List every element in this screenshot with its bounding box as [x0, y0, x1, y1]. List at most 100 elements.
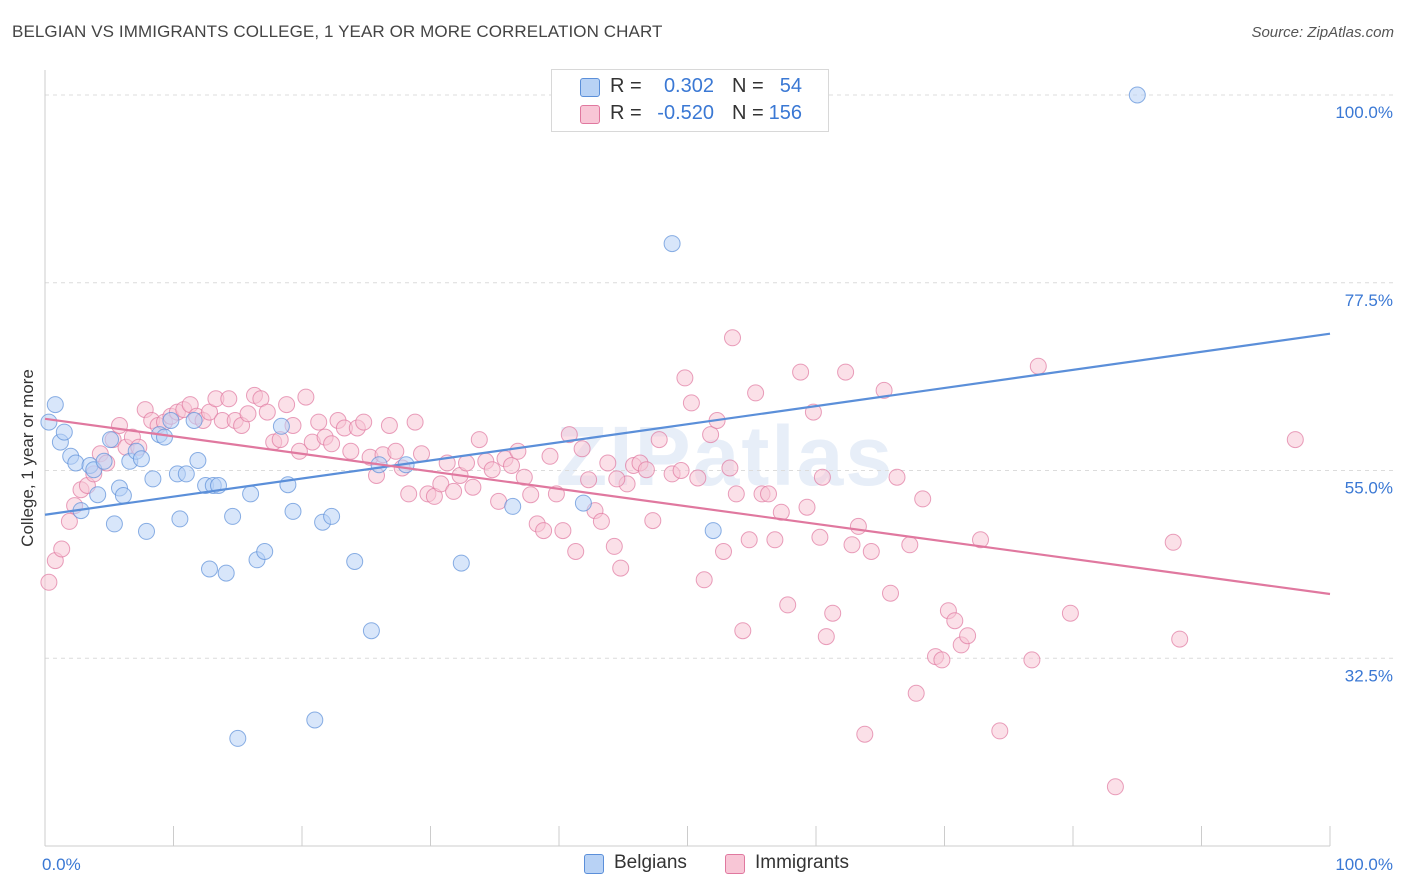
belgians-point	[144, 470, 162, 488]
immigrants-point	[888, 468, 906, 486]
immigrants-point	[355, 413, 373, 431]
immigrants-point	[541, 447, 559, 465]
belgians-point	[504, 497, 522, 515]
immigrants-point	[702, 426, 720, 444]
immigrants-point	[535, 522, 553, 540]
immigrants-point	[1171, 630, 1189, 648]
immigrants-point	[760, 485, 777, 503]
y-tick-label: 32.5%	[1345, 666, 1393, 685]
immigrants-point	[682, 394, 700, 412]
belgians-point	[452, 554, 470, 572]
immigrants-point	[111, 417, 128, 434]
legend-row-belgians: R = 0.302 N = 54	[552, 75, 828, 99]
belgians-point	[171, 510, 189, 528]
immigrants-point	[747, 384, 765, 402]
immigrants-point	[406, 413, 424, 431]
belgians-point	[1128, 86, 1146, 104]
chart-title: BELGIAN VS IMMIGRANTS COLLEGE, 1 YEAR OR…	[12, 22, 663, 41]
belgians-point	[704, 522, 722, 540]
immigrants-point	[724, 329, 741, 347]
belgians-point	[242, 485, 260, 503]
correlation-legend: R = 0.302 N = 54 R = -0.520 N = 156	[551, 69, 829, 132]
belgians-point	[95, 452, 113, 470]
immigrants-point	[605, 537, 623, 555]
immigrants-point	[60, 512, 78, 530]
immigrants-point	[792, 363, 810, 381]
immigrants-point	[567, 543, 585, 560]
immigrants-point	[637, 461, 655, 479]
immigrants-point	[689, 469, 707, 487]
immigrants-point	[933, 651, 951, 669]
belgians-point	[323, 507, 341, 525]
belgians-point	[89, 486, 107, 504]
immigrants-point	[297, 388, 315, 406]
axes	[44, 70, 1331, 847]
belgians-legend-swatch	[584, 854, 604, 874]
immigrants-point	[862, 543, 880, 560]
immigrants-point	[612, 559, 630, 577]
immigrants-point	[672, 462, 690, 479]
immigrants-points	[40, 329, 1304, 796]
r-value: -0.520	[657, 102, 714, 124]
immigrants-point	[849, 517, 867, 535]
immigrants-point	[560, 426, 578, 444]
belgians-point	[67, 454, 85, 472]
immigrants-point	[592, 512, 610, 530]
tick-labels: 100.0% 77.5% 55.0% 32.5% 0.0% 100.0%	[42, 103, 1393, 874]
immigrants-point	[40, 573, 58, 591]
immigrants-point	[779, 596, 797, 614]
immigrants-point	[843, 536, 861, 554]
belgians-point	[102, 431, 119, 449]
belgians-point	[162, 412, 180, 429]
x-tick-label: 100.0%	[1335, 855, 1393, 874]
immigrants-point	[464, 478, 482, 496]
belgians-trend-line	[44, 332, 1331, 516]
immigrants-point	[258, 403, 276, 421]
immigrants-point	[445, 482, 463, 500]
belgians-point	[55, 423, 73, 441]
belgians-point	[177, 465, 195, 483]
immigrants-point	[554, 522, 572, 540]
immigrants-point	[676, 369, 694, 387]
immigrants-point	[1029, 357, 1047, 375]
belgians-point	[224, 507, 242, 525]
belgians-point	[217, 564, 235, 582]
immigrants-point	[432, 475, 450, 493]
immigrants-legend-label: Immigrants	[755, 852, 849, 873]
belgians-point	[229, 729, 247, 747]
immigrants-point	[650, 431, 668, 449]
immigrants-point	[766, 531, 784, 549]
source-label: Source: ZipAtlas.com	[1251, 24, 1394, 41]
belgians-point	[574, 494, 592, 512]
trend-lines	[44, 332, 1331, 596]
y-tick-label: 100.0%	[1335, 103, 1393, 122]
immigrants-point	[907, 684, 925, 702]
immigrants-point	[413, 445, 430, 463]
immigrants-point	[1061, 604, 1079, 622]
immigrants-point	[323, 435, 341, 453]
immigrants-point	[813, 468, 831, 486]
immigrants-point	[380, 417, 398, 434]
immigrants-point	[1106, 778, 1124, 796]
immigrants-point	[811, 528, 829, 546]
immigrants-point	[509, 442, 527, 460]
immigrants-point	[721, 459, 739, 477]
immigrants-point	[573, 440, 591, 458]
belgians-swatch	[580, 78, 600, 97]
y-tick-label: 77.5%	[1345, 291, 1393, 310]
belgians-point	[306, 711, 324, 729]
gridlines	[45, 94, 1395, 659]
immigrants-point	[599, 454, 617, 472]
immigrants-point	[522, 486, 540, 504]
immigrants-point	[740, 531, 758, 549]
belgians-legend-label: Belgians	[614, 852, 687, 873]
x-tick-label: 0.0%	[42, 855, 81, 874]
n-label: N =	[732, 75, 764, 97]
r-value: 0.302	[663, 75, 714, 97]
immigrants-point	[470, 431, 488, 449]
immigrants-point	[53, 540, 71, 558]
immigrants-point	[387, 442, 405, 460]
n-value: 54	[779, 75, 802, 97]
immigrants-point	[901, 536, 919, 554]
